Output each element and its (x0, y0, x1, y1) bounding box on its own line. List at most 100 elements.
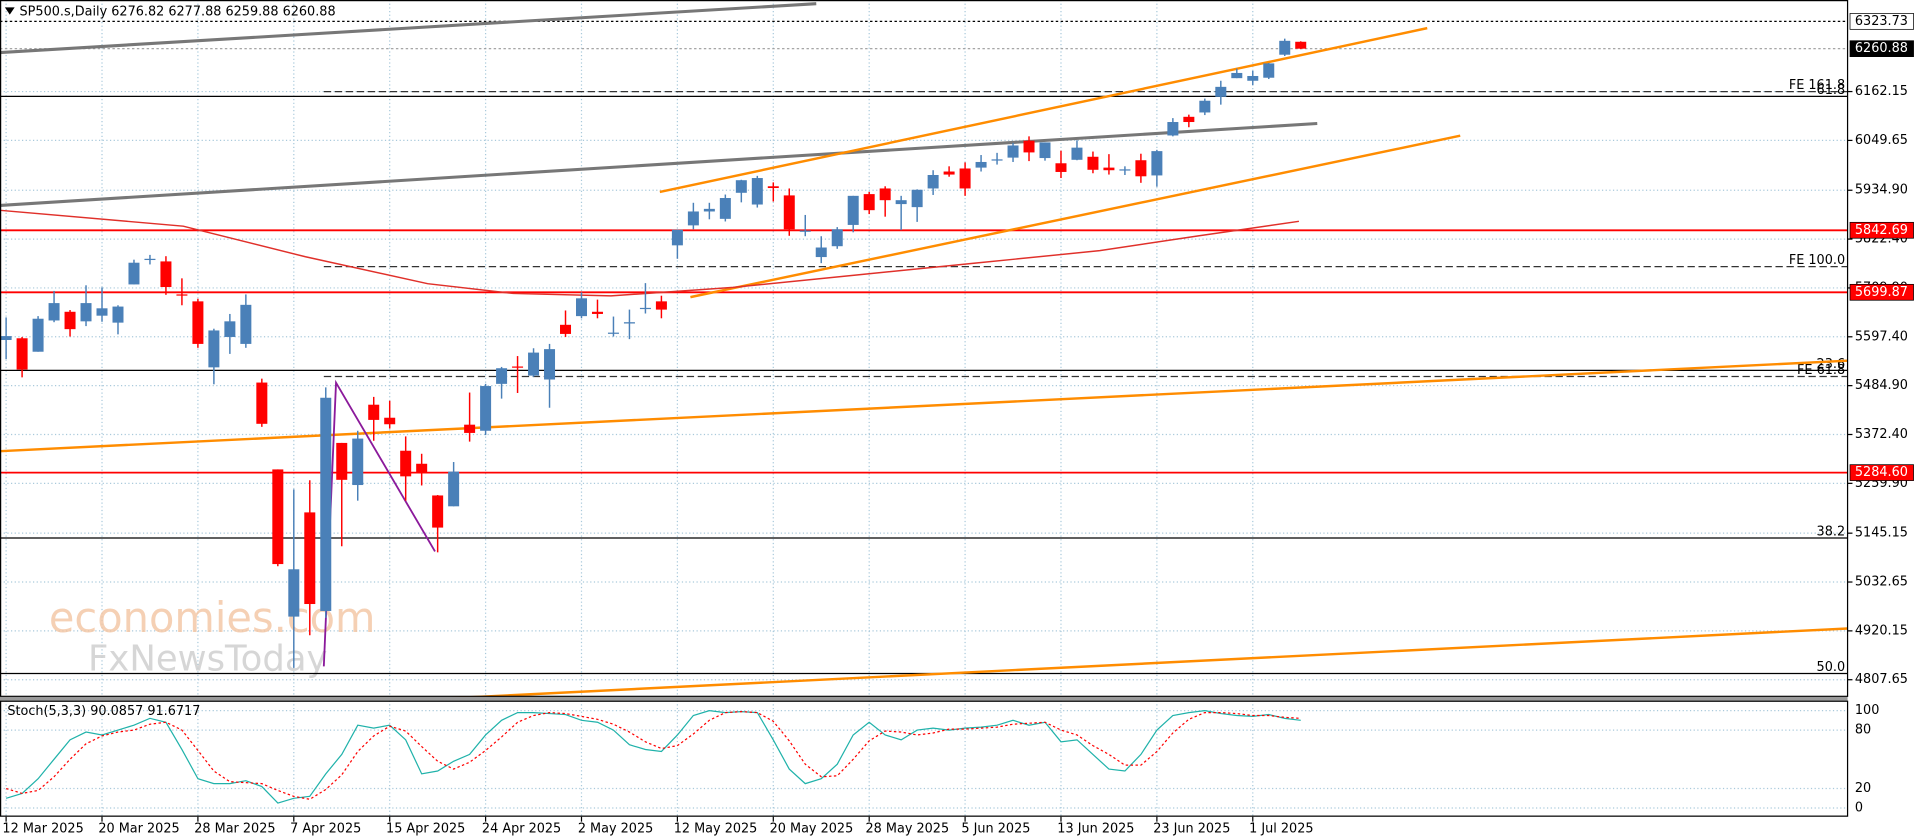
candle-body (1055, 163, 1067, 172)
candle-body (911, 189, 923, 208)
y-tick-label: 5372.40 (1855, 427, 1908, 442)
candle-body (815, 247, 827, 258)
candle-body (160, 261, 172, 288)
candle-body (735, 180, 747, 193)
candle-body (16, 338, 28, 370)
candle-body (48, 303, 60, 321)
candle-body (64, 311, 76, 330)
candle-body (687, 211, 699, 226)
channel-line (690, 134, 1461, 299)
price-box (1849, 13, 1914, 30)
x-tick-label: 1 Jul 2025 (1249, 821, 1313, 836)
candle-body (1295, 41, 1307, 49)
stoch-tick-label: 100 (1855, 703, 1879, 718)
x-tick-label: 28 May 2025 (866, 821, 950, 836)
panel-separator (0, 696, 1848, 701)
fib-label: 61.8 (1817, 83, 1846, 98)
candle-body (751, 178, 763, 205)
fib-label: 38.2 (1817, 524, 1846, 539)
y-tick-label: 5032.65 (1855, 575, 1908, 590)
candle-body (607, 332, 619, 334)
candle-body (655, 301, 667, 310)
moving-average (0, 209, 1300, 297)
trend-line (0, 121, 1318, 207)
candle-body (256, 382, 268, 424)
candle-body (703, 208, 715, 212)
stoch-line (5, 711, 1301, 800)
stoch-tick-label: 20 (1855, 781, 1871, 796)
candle-body (1167, 122, 1179, 136)
trend-lines (0, 2, 1848, 701)
y-tick-label: 5484.90 (1855, 378, 1908, 393)
price-label: 5699.87 (1855, 285, 1908, 300)
price-box (1849, 40, 1914, 58)
candle-body (96, 308, 108, 316)
candle-body (847, 195, 859, 225)
x-tick-label: 28 Mar 2025 (194, 821, 275, 836)
candle-body (719, 198, 731, 219)
price-label: 5842.69 (1855, 223, 1908, 238)
y-tick-label: 4920.15 (1855, 623, 1908, 638)
candle-body (448, 471, 460, 507)
candle-body (112, 306, 124, 323)
candle-body (1151, 151, 1163, 176)
x-tick-label: 13 Jun 2025 (1057, 821, 1134, 836)
y-tick-label: 5934.90 (1855, 183, 1908, 198)
candle-body (1087, 156, 1099, 170)
candle-body (991, 159, 1003, 161)
axes: 6162.156049.655934.905822.405709.905597.… (2, 13, 1914, 836)
candle-body (224, 321, 236, 337)
candle-body (496, 368, 508, 384)
candle-body (544, 349, 556, 380)
x-tick-label: 7 Apr 2025 (290, 821, 361, 836)
trend-line (427, 627, 1848, 701)
candle-body (1263, 63, 1275, 78)
candle-body (560, 324, 572, 334)
candle-body (80, 303, 92, 322)
candle-body (1183, 116, 1195, 123)
candle-body (767, 186, 779, 189)
x-tick-label: 20 Mar 2025 (98, 821, 179, 836)
candle-body (432, 495, 444, 528)
price-label: 6260.88 (1855, 41, 1908, 56)
candle-body (1279, 40, 1291, 55)
candle-body (144, 258, 156, 261)
candle-body (943, 171, 955, 175)
candle-body (671, 229, 683, 246)
candle-body (783, 195, 795, 230)
candle-body (1215, 86, 1227, 97)
candle-body (591, 311, 603, 314)
candle-body (1247, 75, 1259, 81)
candle-body (208, 330, 220, 368)
x-tick-label: 12 Mar 2025 (2, 821, 83, 836)
candle-body (32, 318, 44, 352)
y-tick-label: 4807.65 (1855, 672, 1908, 687)
candle-body (240, 304, 252, 344)
x-tick-label: 5 Jun 2025 (961, 821, 1030, 836)
x-tick-label: 12 May 2025 (674, 821, 758, 836)
candle-body (575, 298, 587, 317)
candle-body (368, 404, 380, 420)
candle-body (336, 442, 348, 480)
candle-body (1119, 169, 1131, 171)
candle-body (128, 262, 140, 285)
trend-line (0, 359, 1848, 453)
x-tick-label: 15 Apr 2025 (386, 821, 465, 836)
collapse-icon (4, 7, 15, 15)
candle-body (1023, 140, 1035, 153)
candle-body (416, 463, 428, 474)
price-box (1849, 221, 1914, 239)
fib-label: FE 61.8 (1797, 363, 1845, 378)
candle-body (623, 322, 635, 324)
candle-body (400, 450, 412, 477)
price-box (1849, 283, 1914, 301)
candle-body (1231, 72, 1243, 79)
candle-body (272, 469, 284, 565)
stoch-tick-label: 80 (1855, 723, 1871, 738)
candle-body (895, 200, 907, 205)
candle-body (1007, 145, 1019, 158)
candle-body (288, 569, 300, 617)
y-tick-label: 6162.15 (1855, 84, 1908, 99)
